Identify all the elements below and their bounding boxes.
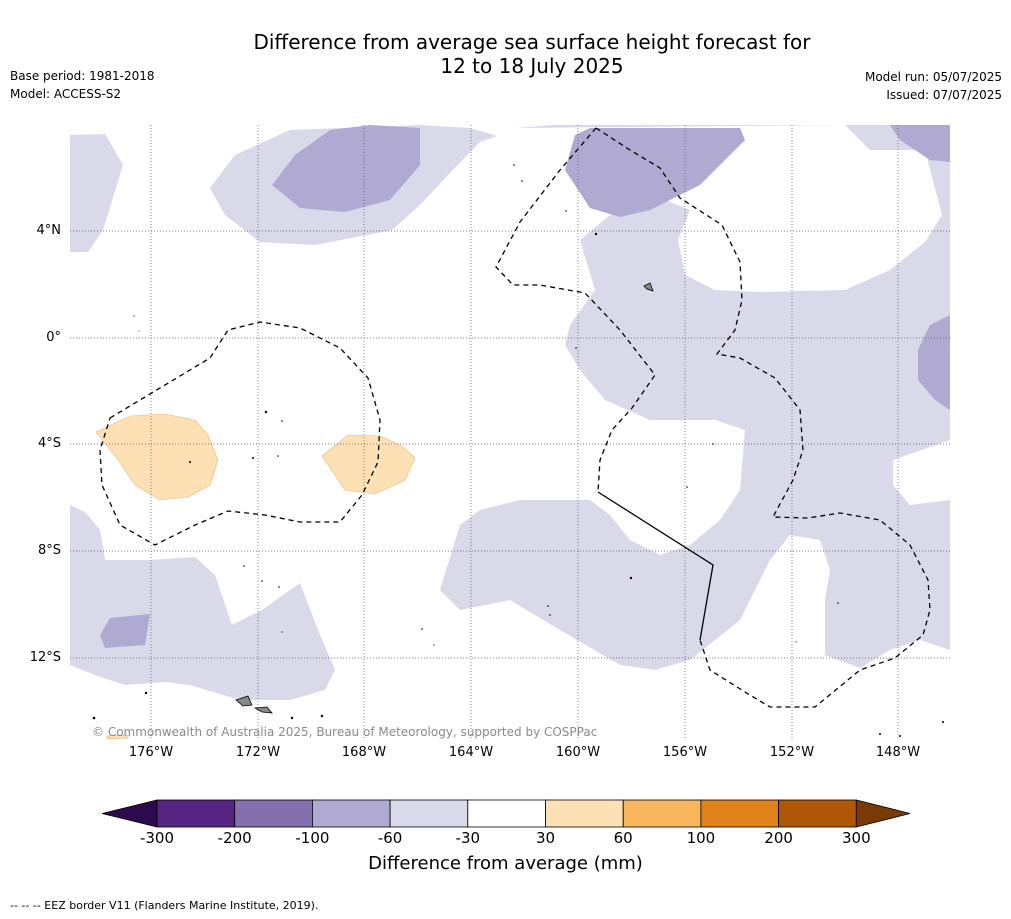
legend-tick-label: 60 [613, 829, 633, 847]
model-run: Model run: 05/07/2025 [864, 70, 1002, 84]
lon-label-148w: 148°W [875, 745, 921, 760]
legend-tick-label: -100 [295, 829, 330, 847]
lon-label-168w: 168°W [341, 745, 387, 760]
small-islands [92, 164, 944, 737]
legend-tick-label: 300 [841, 829, 871, 847]
anomaly-pos30-to-pos60-region [95, 413, 416, 501]
map-title: Difference from average sea surface heig… [182, 30, 882, 78]
legend-tick-label: -60 [377, 829, 403, 847]
lon-label-152w: 152°W [769, 745, 815, 760]
legend-title: Difference from average (mm) [368, 853, 643, 874]
model-name: Model: ACCESS-S2 [10, 87, 122, 101]
eez-footnote: -- -- -- EEZ border V11 (Flanders Marine… [10, 899, 319, 912]
copyright-credit: © Commonwealth of Australia 2025, Bureau… [92, 725, 598, 739]
lat-label-0: 0° [46, 330, 61, 345]
map-title-line1: Difference from average sea surface heig… [253, 30, 811, 54]
eez-border-solid [597, 491, 714, 641]
lat-label-8s: 8°S [37, 543, 61, 558]
lon-label-172w: 172°W [235, 745, 281, 760]
legend-tick-label: 100 [686, 829, 716, 847]
meta-left: Base period: 1981-2018 Model: ACCESS-S2 [10, 67, 155, 103]
lon-label-160w: 160°W [555, 745, 601, 760]
lat-label-4n: 4°N [36, 223, 62, 238]
anomaly-neg60-to-neg100-region [100, 125, 950, 648]
legend-tick-label: 200 [764, 829, 793, 847]
legend-tick-label: -300 [139, 829, 175, 847]
base-period: Base period: 1981-2018 [10, 69, 155, 83]
lon-label-164w: 164°W [448, 745, 494, 760]
eez-border [99, 127, 931, 708]
legend-tick-label: -30 [455, 829, 481, 847]
legend-tick-label: 30 [535, 829, 556, 847]
meta-right: Model run: 05/07/2025 Issued: 07/07/2025 [865, 68, 1002, 104]
legend-tick-label: -200 [217, 829, 252, 847]
lon-label-156w: 156°W [662, 745, 708, 760]
lat-label-12s: 12°S [29, 650, 61, 665]
graticule [70, 125, 950, 740]
map-title-line2: 12 to 18 July 2025 [440, 54, 624, 78]
lon-label-176w: 176°W [128, 745, 174, 760]
issued-date: Issued: 07/07/2025 [886, 88, 1002, 102]
island-group [106, 282, 654, 740]
anomaly-neg30-to-neg60-region [70, 125, 950, 700]
lat-label-4s: 4°S [37, 436, 61, 451]
